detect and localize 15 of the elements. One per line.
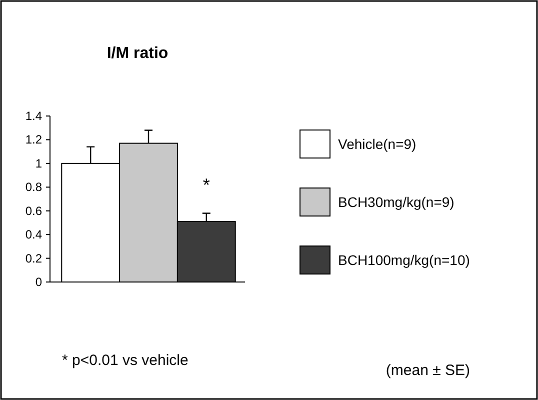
y-tick-label: 0 bbox=[35, 275, 42, 289]
y-tick-label: 0.2 bbox=[25, 251, 42, 266]
y-tick-label: 0.4 bbox=[25, 228, 42, 242]
legend-label: BCH30mg/kg(n=9) bbox=[338, 194, 454, 210]
y-tick-label: 1 bbox=[35, 156, 42, 170]
legend-label: BCH100mg/kg(n=10) bbox=[338, 252, 470, 268]
chart-title: I/M ratio bbox=[106, 45, 168, 62]
y-tick-label: 0.6 bbox=[25, 204, 42, 218]
text: * p<0.01 vs vehicle bbox=[62, 352, 188, 369]
y-tick-label: 1.4 bbox=[25, 109, 42, 123]
text: (mean ± SE) bbox=[386, 362, 470, 379]
y-tick-label: 1.2 bbox=[25, 132, 42, 147]
y-tick-label: 0.8 bbox=[25, 180, 42, 194]
annotation: * bbox=[202, 175, 210, 196]
legend-label: Vehicle(n=9) bbox=[338, 136, 416, 152]
